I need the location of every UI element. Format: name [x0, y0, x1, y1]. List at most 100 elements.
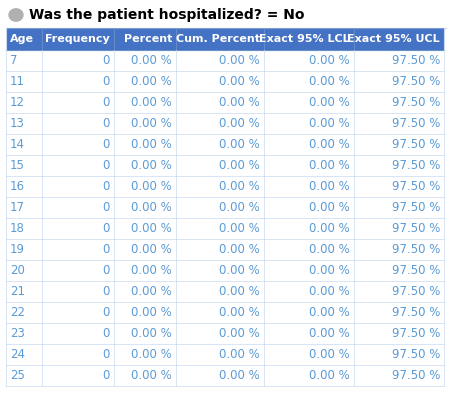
Text: 0.00 %: 0.00 % — [219, 201, 260, 214]
Text: 0.00 %: 0.00 % — [131, 327, 172, 340]
Text: 0: 0 — [103, 117, 110, 130]
Text: ^: ^ — [13, 10, 19, 20]
Text: 0.00 %: 0.00 % — [309, 96, 350, 109]
Text: 0.00 %: 0.00 % — [219, 369, 260, 382]
Text: 0.00 %: 0.00 % — [219, 96, 260, 109]
Bar — [6, 197, 444, 218]
Bar — [6, 365, 444, 386]
Text: Frequency: Frequency — [45, 34, 110, 44]
Text: 97.50 %: 97.50 % — [392, 138, 440, 151]
Bar — [6, 218, 444, 239]
Text: Was the patient hospitalized? = No: Was the patient hospitalized? = No — [29, 8, 305, 22]
Text: 97.50 %: 97.50 % — [392, 369, 440, 382]
Text: 0.00 %: 0.00 % — [219, 348, 260, 361]
Text: 0.00 %: 0.00 % — [219, 138, 260, 151]
Text: 21: 21 — [10, 285, 25, 298]
Bar — [6, 71, 444, 92]
Text: 12: 12 — [10, 96, 25, 109]
Text: 0.00 %: 0.00 % — [131, 222, 172, 235]
Text: 0: 0 — [103, 243, 110, 256]
Text: 0.00 %: 0.00 % — [309, 138, 350, 151]
Bar — [6, 113, 444, 134]
Text: 0.00 %: 0.00 % — [219, 285, 260, 298]
Text: 97.50 %: 97.50 % — [392, 159, 440, 172]
Text: 97.50 %: 97.50 % — [392, 348, 440, 361]
Text: 0: 0 — [103, 348, 110, 361]
Text: 0.00 %: 0.00 % — [131, 138, 172, 151]
Text: 0: 0 — [103, 306, 110, 319]
Text: 0.00 %: 0.00 % — [131, 96, 172, 109]
Text: 19: 19 — [10, 243, 25, 256]
Text: 0.00 %: 0.00 % — [219, 117, 260, 130]
Text: 0: 0 — [103, 327, 110, 340]
Text: 0: 0 — [103, 75, 110, 88]
Text: 0.00 %: 0.00 % — [131, 180, 172, 193]
Text: 0.00 %: 0.00 % — [131, 264, 172, 277]
Text: 25: 25 — [10, 369, 25, 382]
Text: Exact 95% LCL: Exact 95% LCL — [259, 34, 350, 44]
Text: 11: 11 — [10, 75, 25, 88]
Text: 0.00 %: 0.00 % — [309, 327, 350, 340]
Text: 97.50 %: 97.50 % — [392, 285, 440, 298]
Text: 0: 0 — [103, 285, 110, 298]
Text: 0.00 %: 0.00 % — [309, 306, 350, 319]
Text: 0.00 %: 0.00 % — [131, 306, 172, 319]
Text: 0.00 %: 0.00 % — [309, 159, 350, 172]
Bar — [6, 176, 444, 197]
Text: 0: 0 — [103, 54, 110, 67]
Text: 0.00 %: 0.00 % — [131, 159, 172, 172]
Text: Cum. Percent: Cum. Percent — [176, 34, 260, 44]
Text: 97.50 %: 97.50 % — [392, 201, 440, 214]
Text: 7: 7 — [10, 54, 18, 67]
Text: 97.50 %: 97.50 % — [392, 243, 440, 256]
Text: 13: 13 — [10, 117, 25, 130]
Text: 18: 18 — [10, 222, 25, 235]
Bar — [6, 28, 444, 50]
Text: Exact 95% UCL: Exact 95% UCL — [347, 34, 440, 44]
Bar — [6, 260, 444, 281]
Text: 0.00 %: 0.00 % — [309, 285, 350, 298]
Text: 20: 20 — [10, 264, 25, 277]
Text: 17: 17 — [10, 201, 25, 214]
Text: 15: 15 — [10, 159, 25, 172]
Text: 0.00 %: 0.00 % — [309, 201, 350, 214]
Bar — [6, 344, 444, 365]
Text: 0.00 %: 0.00 % — [219, 264, 260, 277]
Text: 97.50 %: 97.50 % — [392, 306, 440, 319]
Text: 97.50 %: 97.50 % — [392, 75, 440, 88]
Text: 0: 0 — [103, 264, 110, 277]
Text: 0.00 %: 0.00 % — [219, 327, 260, 340]
Text: 0: 0 — [103, 369, 110, 382]
Text: 0.00 %: 0.00 % — [131, 117, 172, 130]
Text: 0.00 %: 0.00 % — [131, 285, 172, 298]
Text: 0.00 %: 0.00 % — [131, 369, 172, 382]
Text: 97.50 %: 97.50 % — [392, 117, 440, 130]
Bar — [6, 281, 444, 302]
Bar — [6, 134, 444, 155]
Text: 97.50 %: 97.50 % — [392, 180, 440, 193]
Text: 0.00 %: 0.00 % — [309, 348, 350, 361]
Text: 0: 0 — [103, 222, 110, 235]
Text: Percent: Percent — [124, 34, 172, 44]
Text: 24: 24 — [10, 348, 25, 361]
Circle shape — [9, 9, 23, 21]
Bar — [6, 50, 444, 71]
Text: 0.00 %: 0.00 % — [309, 54, 350, 67]
Text: 0.00 %: 0.00 % — [309, 264, 350, 277]
Text: 0.00 %: 0.00 % — [309, 117, 350, 130]
Text: 0.00 %: 0.00 % — [219, 75, 260, 88]
Text: 0.00 %: 0.00 % — [309, 222, 350, 235]
Text: Age: Age — [10, 34, 34, 44]
Bar — [6, 92, 444, 113]
Bar — [6, 239, 444, 260]
Text: 0: 0 — [103, 138, 110, 151]
Text: 0.00 %: 0.00 % — [309, 369, 350, 382]
Text: 0.00 %: 0.00 % — [219, 243, 260, 256]
Bar — [6, 155, 444, 176]
Text: 0.00 %: 0.00 % — [219, 222, 260, 235]
Text: 0: 0 — [103, 201, 110, 214]
Text: 97.50 %: 97.50 % — [392, 54, 440, 67]
Text: 0: 0 — [103, 159, 110, 172]
Text: 0: 0 — [103, 180, 110, 193]
Text: 0.00 %: 0.00 % — [131, 348, 172, 361]
